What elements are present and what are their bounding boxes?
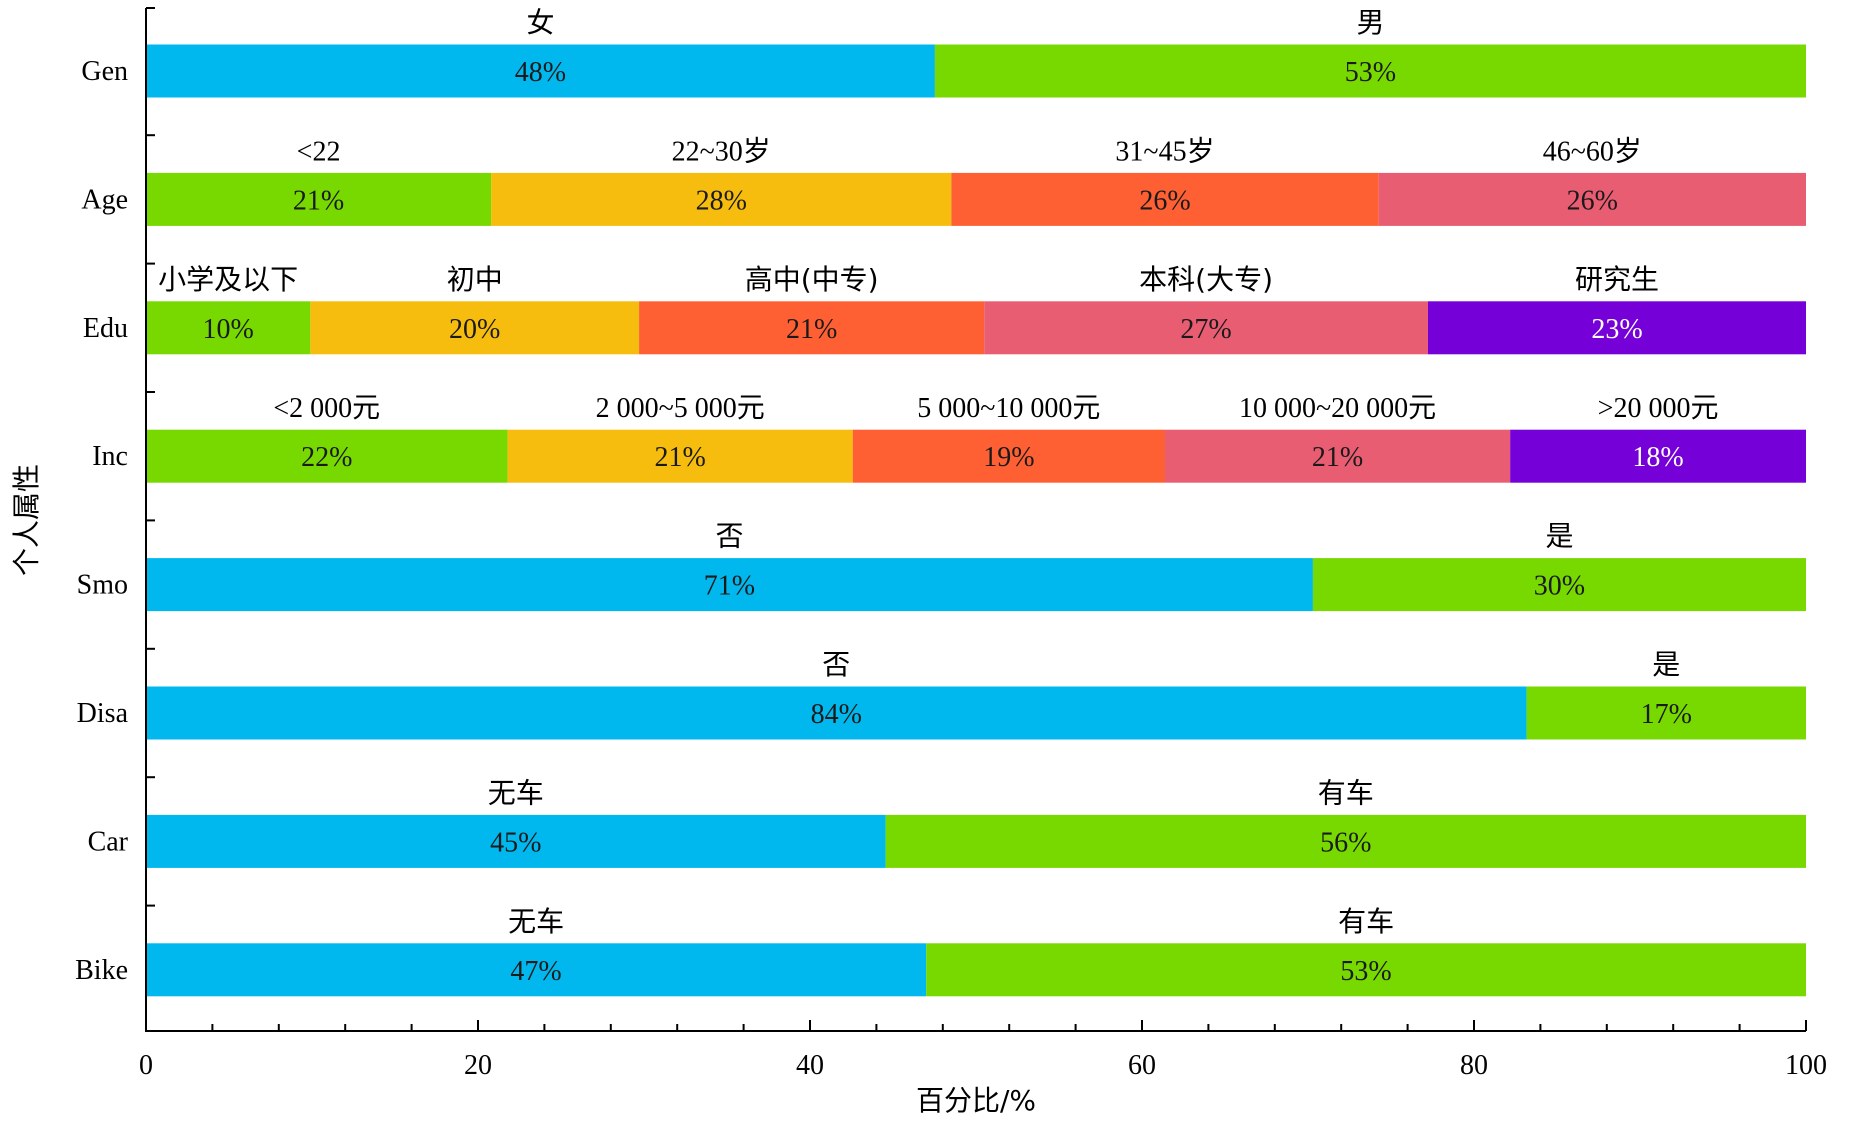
y-tick-label: Age [81,184,128,215]
segment-category-label: 10 000~20 000元 [1239,393,1436,424]
bar-value-label: 23% [1591,314,1642,345]
segment-category-label: 高中(中专) [745,263,879,296]
bar-value-label: 21% [1312,442,1363,473]
bar-value-label: 21% [293,185,344,216]
bar-value-label: 21% [654,442,705,473]
bar-segment [146,44,935,98]
bar-value-label: 17% [1641,699,1692,730]
bar-value-label: 47% [510,956,561,987]
y-tick-label: Disa [77,698,129,729]
segment-category-label: <22 [297,136,341,167]
bar-value-label: 71% [704,571,755,602]
bar-value-label: 10% [203,314,254,345]
segment-category-label: 研究生 [1575,263,1659,296]
y-tick-label: Car [88,826,129,857]
segment-category-label: 有车 [1318,776,1374,809]
segment-category-label: <2 000元 [273,393,380,424]
bar-segment [934,44,1806,98]
segment-category-label: 是 [1545,520,1573,553]
bar-segment [491,172,952,226]
y-tick-label: Bike [75,955,128,986]
segment-category-label: 小学及以下 [158,263,298,296]
bar-value-label: 45% [490,827,541,858]
y-axis-title: 个人属性 [10,464,43,576]
bar-segment [146,429,508,483]
bar-value-label: 18% [1632,442,1683,473]
y-tick-label: Edu [83,313,128,344]
x-tick-label: 0 [139,1050,153,1081]
bar-value-label: 48% [515,57,566,88]
segment-category-label: 男 [1356,6,1384,39]
bar-value-label: 22% [301,442,352,473]
segment-category-label: 女 [526,6,554,39]
segment-category-label: 有车 [1338,905,1394,938]
bar-segment [1165,429,1511,483]
segment-category-label: 初中 [447,263,503,296]
bar-value-label: 28% [696,185,747,216]
bar-segment [310,301,640,355]
bar-segment [852,429,1166,483]
segment-category-label: >20 000元 [1598,393,1719,424]
bar-value-label: 84% [811,699,862,730]
segment-category-label: 5 000~10 000元 [917,393,1100,424]
y-tick-label: Inc [92,441,128,472]
bar-value-label: 19% [983,442,1034,473]
bar-segment [146,686,1527,740]
x-tick-label: 40 [796,1050,824,1081]
x-tick-label: 100 [1785,1050,1827,1081]
bar-segment [984,301,1428,355]
segment-category-label: 2 000~5 000元 [596,393,765,424]
bar-segment [885,814,1806,868]
bar-segment [1510,429,1806,483]
bar-segment [926,943,1806,997]
bar-value-label: 26% [1567,185,1618,216]
bar-value-label: 53% [1345,57,1396,88]
bar-value-label: 56% [1320,827,1371,858]
bar-value-label: 53% [1340,956,1391,987]
bar-segment [1312,558,1806,612]
segment-category-label: 22~30岁 [672,135,771,167]
segment-category-label: 否 [822,648,850,681]
x-tick-label: 80 [1460,1050,1488,1081]
bar-segment [146,943,927,997]
bar-segment [146,558,1313,612]
bar-segment [951,172,1379,226]
axes-layer [145,7,1807,1032]
bar-segment [639,301,985,355]
bar-value-label: 26% [1139,185,1190,216]
y-tick-label: Smo [77,570,128,601]
bar-value-label: 20% [449,314,500,345]
bar-value-label: 30% [1534,571,1585,602]
x-axis-title: 百分比/% [916,1084,1036,1117]
segment-category-label: 否 [715,520,743,553]
segment-category-label: 本科(大专) [1139,263,1273,296]
bar-segment [507,429,853,483]
segment-category-label: 是 [1652,648,1680,681]
labels-layer: Gen 48% 女 53% 男 Age 21% <22 28% 22~30岁 26% 31~45岁 26… [75,6,1827,1081]
bar-segment [146,814,886,868]
bar-value-label: 21% [786,314,837,345]
bar-segment [1427,301,1806,355]
bar-value-label: 27% [1180,314,1231,345]
y-tick-label: Gen [81,56,128,87]
bar-segment [146,172,492,226]
segment-category-label: 无车 [488,776,544,809]
bars-layer [146,44,1806,997]
bar-segment [1378,172,1806,226]
bar-segment [1526,686,1806,740]
segment-category-label: 46~60岁 [1543,135,1642,167]
x-tick-label: 20 [464,1050,492,1081]
segment-category-label: 无车 [508,905,564,938]
bar-segment [146,301,311,355]
x-tick-label: 60 [1128,1050,1156,1081]
segment-category-label: 31~45岁 [1115,135,1214,167]
